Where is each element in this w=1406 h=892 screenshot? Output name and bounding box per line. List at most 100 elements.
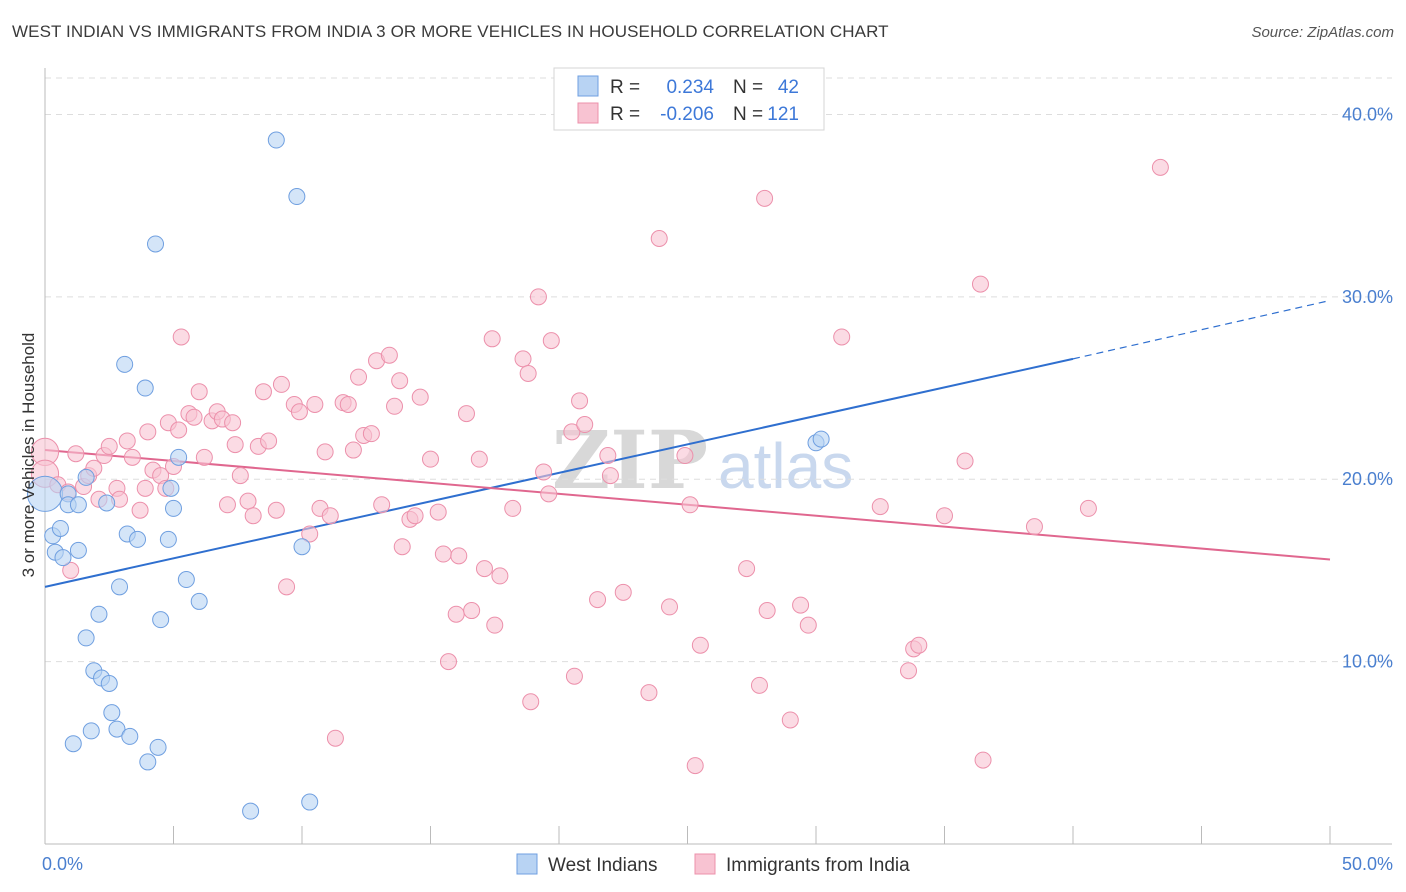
point-west-indians bbox=[149, 738, 167, 756]
point-immigrants-india bbox=[650, 229, 668, 247]
point-immigrants-india bbox=[756, 189, 774, 207]
point-west-indians bbox=[147, 235, 165, 253]
point-west-indians bbox=[100, 675, 118, 693]
y-tick-label: 30.0% bbox=[1342, 287, 1393, 307]
point-immigrants-india bbox=[491, 567, 509, 585]
point-immigrants-india bbox=[267, 501, 285, 519]
point-west-indians bbox=[293, 538, 311, 556]
point-west-indians bbox=[152, 611, 170, 629]
point-immigrants-india bbox=[871, 498, 889, 516]
point-immigrants-india bbox=[799, 616, 817, 634]
point-immigrants-india bbox=[936, 507, 953, 525]
legend-n-label: N = bbox=[733, 104, 763, 125]
point-immigrants-india bbox=[1025, 518, 1043, 536]
point-immigrants-india bbox=[974, 751, 992, 769]
point-immigrants-india bbox=[290, 403, 308, 421]
point-immigrants-india bbox=[326, 729, 344, 747]
point-west-indians bbox=[301, 793, 319, 811]
point-immigrants-india bbox=[185, 408, 203, 426]
source-label: Source: ZipAtlas.com bbox=[1251, 24, 1394, 41]
point-west-indians bbox=[103, 704, 121, 722]
legend-swatch-west-indians bbox=[516, 853, 538, 875]
point-immigrants-india bbox=[447, 605, 465, 623]
point-immigrants-india bbox=[373, 496, 391, 514]
point-immigrants-india bbox=[195, 448, 213, 466]
point-immigrants-india bbox=[226, 436, 244, 454]
point-immigrants-india bbox=[344, 441, 362, 459]
point-immigrants-india bbox=[576, 416, 594, 434]
point-immigrants-india bbox=[239, 492, 257, 510]
point-immigrants-india bbox=[350, 368, 368, 386]
point-immigrants-india bbox=[278, 578, 296, 596]
point-west-indians bbox=[64, 735, 82, 753]
point-immigrants-india bbox=[563, 423, 581, 441]
trend-line-west-indians-extension bbox=[1072, 299, 1331, 360]
point-immigrants-india bbox=[411, 388, 429, 406]
point-immigrants-india bbox=[781, 711, 799, 729]
point-immigrants-india bbox=[681, 496, 699, 514]
axes: 10.0% 20.0% 30.0% 40.0% 0.0% 50.0% bbox=[42, 68, 1393, 874]
point-immigrants-india bbox=[244, 507, 262, 525]
point-immigrants-india bbox=[434, 545, 452, 563]
point-west-indians bbox=[242, 802, 260, 820]
point-immigrants-india bbox=[691, 636, 709, 654]
watermark-atlas: atlas bbox=[718, 430, 853, 502]
point-immigrants-india bbox=[321, 507, 339, 525]
point-immigrants-india bbox=[738, 560, 756, 578]
point-immigrants-india bbox=[522, 693, 540, 711]
point-immigrants-india bbox=[67, 445, 85, 463]
y-tick-label: 20.0% bbox=[1342, 469, 1393, 489]
point-immigrants-india bbox=[640, 684, 658, 702]
point-west-indians bbox=[162, 479, 180, 497]
x-tick-label: 50.0% bbox=[1342, 854, 1393, 874]
legend-label-immigrants-india: Immigrants from India bbox=[726, 855, 910, 876]
data-points bbox=[26, 131, 1169, 820]
x-tick-label: 0.0% bbox=[42, 854, 83, 874]
point-immigrants-india bbox=[614, 583, 632, 601]
point-immigrants-india bbox=[316, 443, 334, 461]
point-immigrants-india bbox=[339, 395, 357, 413]
legend-swatch-immigrants-india bbox=[694, 853, 716, 875]
point-immigrants-india bbox=[439, 653, 457, 671]
legend-n-value: 121 bbox=[767, 104, 799, 125]
point-immigrants-india bbox=[260, 432, 278, 450]
point-immigrants-india bbox=[457, 405, 475, 423]
trend-line-west-indians bbox=[44, 357, 1074, 588]
legend-r-value: -0.206 bbox=[660, 104, 714, 125]
point-west-indians bbox=[159, 530, 177, 548]
point-immigrants-india bbox=[910, 636, 928, 654]
point-immigrants-india bbox=[529, 288, 547, 306]
point-west-indians bbox=[177, 571, 195, 589]
point-immigrants-india bbox=[504, 499, 522, 517]
point-immigrants-india bbox=[971, 275, 989, 293]
point-immigrants-india bbox=[170, 421, 188, 439]
point-immigrants-india bbox=[272, 375, 290, 393]
point-immigrants-india bbox=[391, 372, 409, 390]
point-west-indians bbox=[136, 379, 154, 397]
point-immigrants-india bbox=[535, 463, 553, 481]
point-immigrants-india bbox=[475, 560, 493, 578]
point-west-indians bbox=[77, 629, 95, 647]
legend-r-value: 0.234 bbox=[666, 77, 714, 98]
point-west-indians bbox=[165, 499, 182, 517]
point-immigrants-india bbox=[589, 591, 607, 609]
point-west-indians bbox=[82, 722, 100, 740]
point-immigrants-india bbox=[254, 383, 272, 401]
legend-n-value: 42 bbox=[778, 77, 799, 98]
grid bbox=[45, 77, 1392, 663]
chart-title: WEST INDIAN VS IMMIGRANTS FROM INDIA 3 O… bbox=[12, 22, 889, 41]
point-west-indians bbox=[98, 494, 116, 512]
point-immigrants-india bbox=[218, 496, 236, 514]
point-west-indians bbox=[190, 592, 208, 610]
point-immigrants-india bbox=[118, 432, 136, 450]
point-immigrants-india bbox=[306, 395, 324, 413]
legend-box bbox=[553, 67, 825, 131]
legend-r-label: R = bbox=[610, 77, 640, 98]
point-immigrants-india bbox=[565, 667, 583, 685]
legend-label-west-indians: West Indians bbox=[548, 855, 657, 876]
point-west-indians bbox=[129, 530, 147, 548]
legend-n-label: N = bbox=[733, 77, 763, 98]
legend-swatch-immigrants-india bbox=[577, 102, 599, 124]
legend-r-label: R = bbox=[610, 104, 640, 125]
